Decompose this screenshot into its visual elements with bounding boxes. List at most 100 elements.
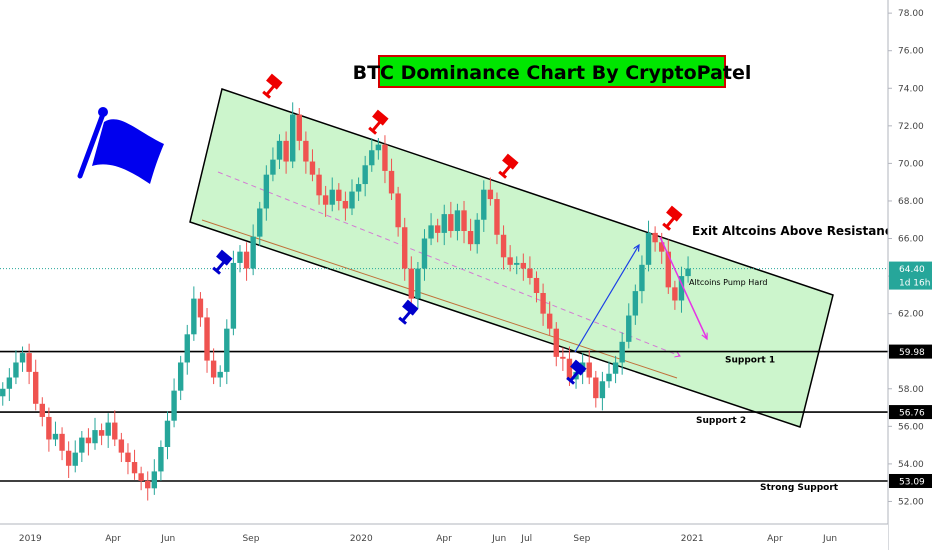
candle <box>309 149 316 182</box>
candle <box>619 332 625 375</box>
candle <box>0 382 6 406</box>
svg-text:53.09: 53.09 <box>899 477 925 487</box>
candle <box>289 102 296 169</box>
candle <box>46 407 52 452</box>
time-axis[interactable]: 2019 Apr Jun Sep 2020 Apr Jun Jul Sep 2021 Apr Jun <box>0 523 888 550</box>
candlestick-series <box>0 102 691 501</box>
candle <box>659 232 665 264</box>
candle <box>224 319 230 385</box>
candle <box>177 355 184 401</box>
price-axis[interactable]: 52.0054.0056.0058.0060.0062.0064.0066.00… <box>887 0 932 550</box>
candle <box>158 440 164 481</box>
top-marker-icon <box>368 109 389 135</box>
x-tick-label: Sep <box>242 534 259 544</box>
candle <box>39 397 45 427</box>
y-tick-label: 72.00 <box>898 122 924 132</box>
x-tick-label: 2021 <box>681 534 704 544</box>
top-marker-icon <box>262 73 283 99</box>
candle <box>98 423 105 446</box>
candle <box>355 177 362 201</box>
candle <box>388 158 395 201</box>
candle <box>606 361 612 388</box>
candle <box>322 185 329 217</box>
candle <box>85 428 92 456</box>
chart-title: BTC Dominance Chart By CryptoPatel <box>353 62 752 84</box>
candle <box>210 348 217 385</box>
candle <box>487 177 494 206</box>
chart-title-box: BTC Dominance Chart By CryptoPatel <box>353 55 752 88</box>
candle <box>474 213 480 254</box>
candle <box>13 350 19 385</box>
y-tick-label: 56.00 <box>898 422 924 432</box>
down-arrow <box>659 236 707 339</box>
level-price-tag: 53.09 <box>889 473 932 488</box>
current-price-tag: 64.40 1d 16h <box>889 261 932 290</box>
x-tick-label: Apr <box>105 534 121 544</box>
candle <box>553 322 559 367</box>
candle <box>408 256 414 306</box>
candle <box>145 471 151 501</box>
candle <box>263 165 270 221</box>
svg-text:56.76: 56.76 <box>899 409 925 419</box>
candle <box>599 371 606 411</box>
candle <box>382 135 388 184</box>
candle <box>92 417 98 450</box>
candle <box>678 266 685 313</box>
candle <box>632 284 639 325</box>
candle <box>672 280 678 310</box>
candle <box>112 410 118 447</box>
countdown-label: 1d 16h <box>899 279 930 289</box>
candle <box>164 411 171 460</box>
y-tick-label: 52.00 <box>898 497 924 507</box>
candle <box>467 218 474 251</box>
candle <box>138 466 144 491</box>
exit-annotation: Exit Altcoins Above Resistance <box>692 224 900 238</box>
candle <box>316 168 322 205</box>
candle <box>257 201 263 247</box>
x-tick-label: Apr <box>436 534 452 544</box>
candle <box>434 218 441 243</box>
x-tick-label: Sep <box>573 534 590 544</box>
candle <box>105 413 111 448</box>
candle <box>586 350 592 385</box>
y-tick-label: 70.00 <box>898 159 924 169</box>
candle <box>329 177 335 212</box>
svg-text:64.40: 64.40 <box>899 265 925 275</box>
candle <box>243 242 250 281</box>
candle <box>375 138 382 160</box>
candle <box>362 155 368 197</box>
candle <box>402 217 408 281</box>
candle <box>481 180 487 232</box>
candle <box>26 343 32 385</box>
x-tick-label: Jul <box>520 534 532 544</box>
candle <box>171 378 177 428</box>
candle <box>441 204 447 246</box>
y-tick-label: 66.00 <box>898 235 924 245</box>
bottom-marker-icon <box>566 359 587 385</box>
candle <box>118 432 125 463</box>
candle <box>342 191 349 221</box>
candle <box>125 443 131 475</box>
candle <box>336 183 342 211</box>
bottom-marker-icon <box>212 249 233 275</box>
candle <box>494 192 500 245</box>
candle <box>6 368 13 401</box>
candle <box>395 186 401 237</box>
candle <box>527 256 533 285</box>
candle <box>197 292 204 327</box>
candle <box>303 131 309 174</box>
x-tick-label: Jun <box>160 534 175 544</box>
candle <box>230 250 237 336</box>
y-tick-label: 78.00 <box>898 9 924 19</box>
bottom-marker-icon <box>398 299 419 325</box>
x-tick-label: 2020 <box>350 534 373 544</box>
candle <box>79 431 85 463</box>
candle <box>421 229 428 281</box>
candle <box>626 303 632 349</box>
candle <box>349 179 355 216</box>
candle <box>204 308 210 373</box>
candle <box>59 427 65 461</box>
candle <box>250 224 256 276</box>
x-tick-label: Jun <box>822 534 837 544</box>
candle <box>685 256 691 283</box>
